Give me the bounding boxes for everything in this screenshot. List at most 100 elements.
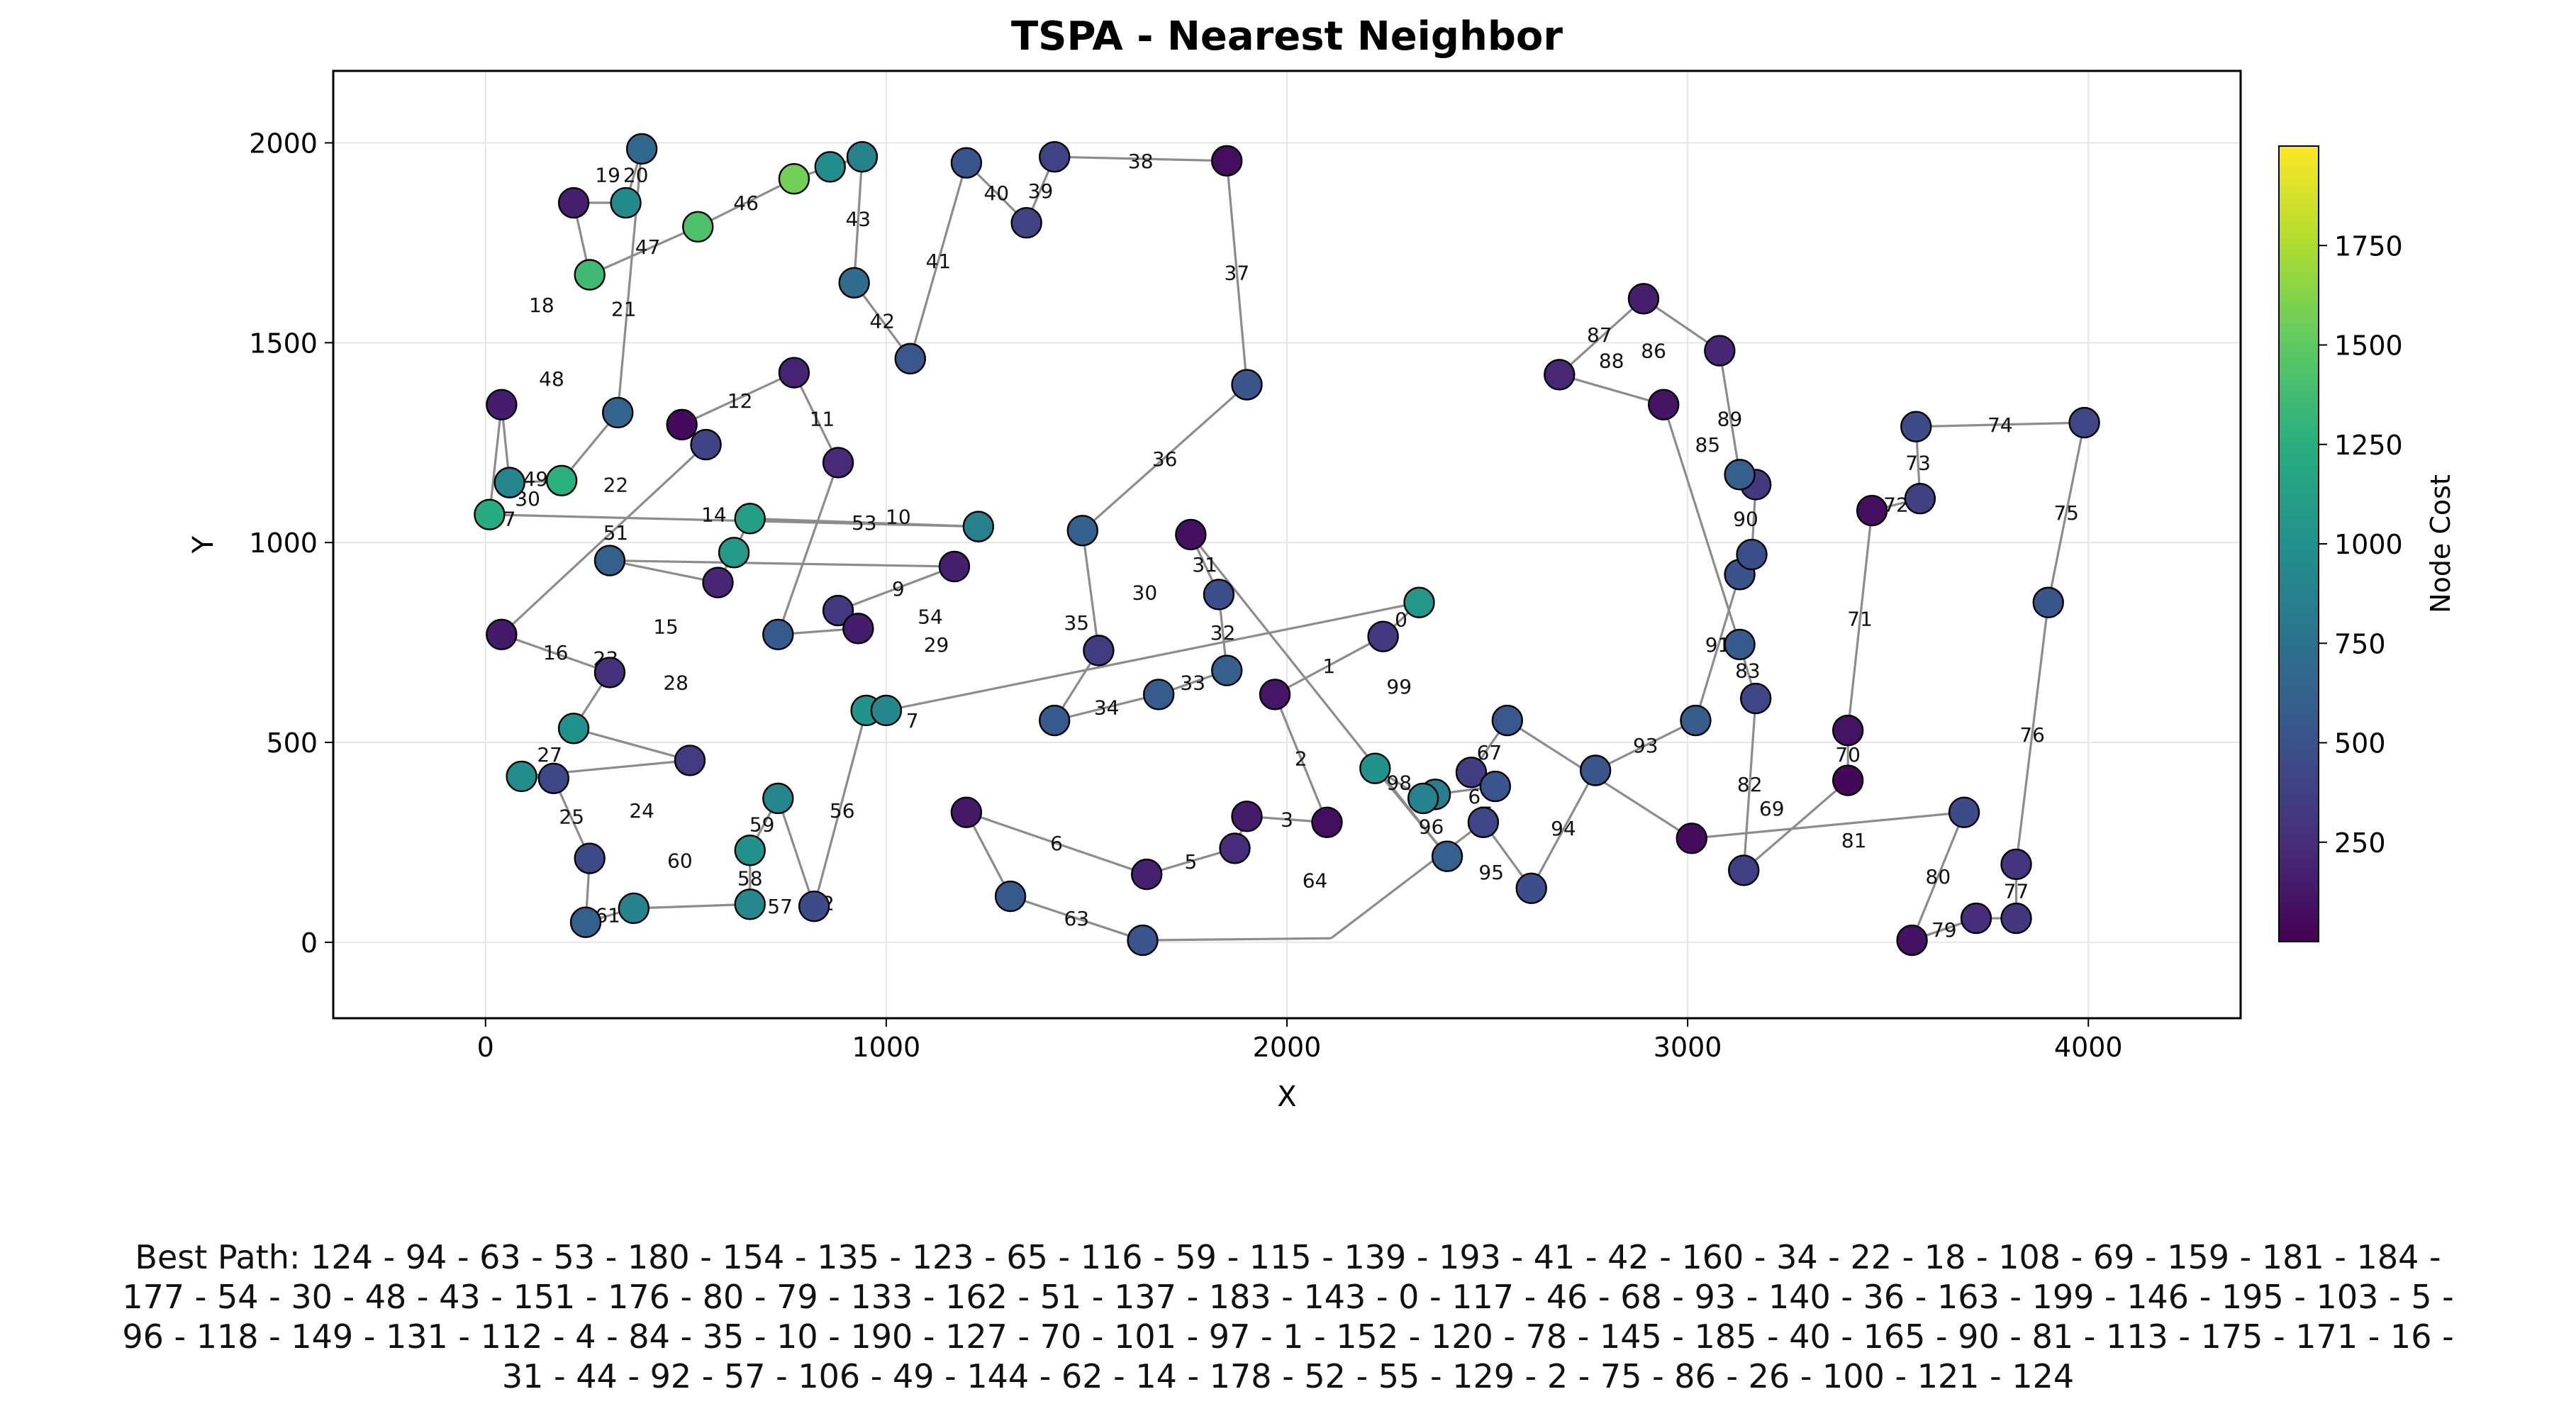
node-marker	[938, 550, 971, 583]
edge-label: 34	[1094, 696, 1120, 719]
edge-label: 12	[727, 389, 753, 413]
path-edge	[1559, 373, 1664, 406]
node-marker	[1831, 714, 1864, 747]
edge-label: 14	[701, 503, 727, 527]
node-marker	[1010, 207, 1042, 239]
node-marker	[1648, 389, 1680, 420]
node-marker	[593, 545, 626, 576]
x-tick-label: 4000	[2054, 1032, 2123, 1063]
node-marker	[894, 342, 926, 375]
node-marker	[1431, 840, 1463, 872]
edge-label: 16	[543, 641, 569, 664]
edge-label: 33	[1180, 671, 1205, 694]
path-edge	[1916, 421, 2085, 428]
node-marker	[962, 511, 995, 542]
edge-label: 41	[926, 250, 952, 273]
edge-label: 64	[1303, 869, 1328, 893]
node-marker	[822, 447, 854, 479]
path-edge	[1742, 698, 1757, 871]
edge-label: 29	[924, 633, 949, 657]
edge-label: 2	[1295, 747, 1307, 771]
edge-label: 35	[1064, 611, 1089, 635]
path-edge	[853, 157, 864, 283]
node-marker	[1231, 801, 1263, 832]
node-marker	[1407, 782, 1439, 815]
edge-label: 73	[1905, 451, 1931, 474]
node-marker	[1856, 494, 1888, 527]
edge-label: 75	[2053, 501, 2079, 525]
node-marker	[618, 892, 650, 925]
y-tick-label: 1000	[249, 528, 318, 559]
node-marker	[1367, 620, 1399, 652]
path-edge	[776, 798, 815, 907]
edge-label: 18	[529, 294, 554, 317]
path-edge	[488, 404, 503, 515]
best-path-line: 177 - 54 - 30 - 48 - 43 - 151 - 176 - 80…	[122, 1278, 2454, 1316]
path-edge	[1694, 574, 1741, 721]
edge-label: 24	[629, 799, 654, 823]
path-edge	[609, 559, 954, 568]
edge-label: 87	[1587, 323, 1612, 347]
node-marker	[702, 567, 734, 598]
edge-label: 47	[635, 235, 661, 259]
path-edge	[697, 177, 795, 228]
edge-label: 54	[918, 605, 943, 628]
edge-label: 79	[1931, 918, 1957, 942]
best-path-line: 31 - 44 - 92 - 57 - 106 - 49 - 144 - 62 …	[501, 1357, 2075, 1395]
edge-label: 90	[1733, 507, 1758, 530]
edge-label: 96	[1419, 815, 1444, 838]
path-edge	[1225, 160, 1249, 385]
edge-label: 99	[1386, 675, 1412, 698]
node-marker	[1515, 872, 1547, 904]
node-marker	[1724, 628, 1756, 661]
path-edge	[501, 633, 610, 674]
edge-label: 28	[663, 671, 688, 694]
node-marker	[1083, 635, 1115, 667]
edge-label: 32	[1210, 621, 1236, 645]
node-marker	[1455, 757, 1488, 788]
path-edge	[1691, 811, 1965, 840]
path-edge	[966, 811, 1147, 876]
node-marker	[1039, 704, 1071, 737]
best-path-line: Best Path: 124 - 94 - 63 - 53 - 180 - 15…	[135, 1238, 2441, 1276]
path-edge	[1743, 779, 1849, 871]
node-marker	[1724, 459, 1756, 491]
path-edge	[1846, 510, 1873, 731]
node-marker	[574, 259, 606, 291]
node-marker	[1680, 704, 1712, 737]
x-tick-label: 1000	[852, 1032, 921, 1063]
node-marker	[690, 428, 722, 461]
node-marker	[574, 842, 606, 874]
edge-label: 0	[1395, 608, 1407, 631]
path-edge	[1530, 769, 1597, 889]
path-edge	[793, 372, 840, 464]
node-marker	[870, 694, 903, 727]
grid-lines	[333, 71, 2241, 1018]
edge-label: 80	[1926, 865, 1951, 888]
x-axis-label: X	[1277, 1081, 1296, 1113]
edge-label: 38	[1128, 150, 1154, 173]
path-edge	[609, 559, 718, 584]
node-marker	[625, 133, 658, 165]
y-axis-label: Y	[187, 535, 220, 554]
path-edge	[1081, 384, 1248, 532]
edge-label: 22	[603, 473, 629, 496]
edge-label: 48	[539, 367, 564, 391]
best-path-caption: Best Path: 124 - 94 - 63 - 53 - 180 - 15…	[0, 1237, 2576, 1396]
colorbar-tick-label: 1000	[2334, 529, 2403, 560]
node-marker	[486, 389, 518, 420]
path-edge	[501, 443, 707, 636]
y-tick-label: 2000	[249, 128, 318, 159]
colorbar-ticks: 250 500 750 1000 1250 1500 1750	[2319, 230, 2403, 859]
edge-label: 15	[653, 615, 679, 639]
chart-title: TSPA - Nearest Neighbor	[1011, 13, 1563, 60]
node-marker	[2032, 586, 2064, 618]
edge-label: 71	[1847, 607, 1873, 630]
node-marker	[1359, 752, 1391, 784]
y-tick-label: 1500	[249, 328, 318, 359]
path-edge	[633, 903, 750, 910]
edge-label: 51	[603, 521, 629, 545]
path-edge	[1054, 155, 1227, 162]
